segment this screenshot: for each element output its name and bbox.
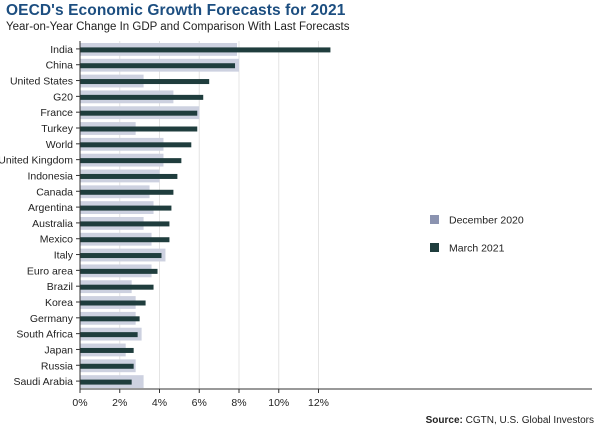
bar-march-2021 [80, 205, 172, 211]
category-label: Euro area [27, 265, 73, 277]
category-label: G20 [53, 91, 73, 103]
category-label: Japan [44, 344, 73, 356]
category-label: United States [10, 76, 73, 88]
bar-march-2021 [80, 94, 204, 100]
bar-march-2021 [80, 173, 178, 179]
bar-march-2021 [80, 363, 134, 369]
category-label: Italy [54, 250, 74, 262]
legend-swatch [430, 215, 439, 224]
chart-subtitle: Year-on-Year Change In GDP and Compariso… [6, 21, 350, 33]
bars [80, 43, 331, 388]
bar-march-2021 [80, 47, 331, 53]
source-note: Source: CGTN, U.S. Global Investors [426, 415, 594, 426]
x-tick-label: 10% [268, 397, 289, 409]
category-label: South Africa [16, 329, 73, 341]
bar-march-2021 [80, 237, 170, 243]
bar-march-2021 [80, 253, 162, 259]
category-label: India [50, 44, 73, 56]
category-label: Turkey [41, 123, 73, 135]
category-label: United Kingdom [0, 155, 73, 167]
legend: December 2020 March 2021 [430, 215, 524, 255]
bar-march-2021 [80, 110, 198, 116]
category-label: Germany [30, 313, 74, 325]
category-label: Indonesia [27, 170, 73, 182]
category-label: World [46, 139, 73, 151]
legend-swatch [430, 243, 439, 252]
bar-march-2021 [80, 221, 170, 227]
bar-march-2021 [80, 379, 132, 385]
x-tick-label: 8% [231, 397, 246, 409]
bar-march-2021 [80, 316, 140, 322]
bar-march-2021 [80, 142, 192, 148]
category-label: Saudi Arabia [13, 376, 73, 388]
bar-march-2021 [80, 300, 146, 306]
category-label: Brazil [47, 281, 73, 293]
bar-march-2021 [80, 63, 236, 69]
legend-label: December 2020 [449, 215, 524, 227]
category-label: Canada [36, 186, 73, 198]
bar-march-2021 [80, 158, 182, 164]
source-label: Source: [425, 415, 463, 426]
bar-march-2021 [80, 126, 198, 132]
bar-march-2021 [80, 189, 174, 195]
x-tick-label: 4% [152, 397, 167, 409]
bar-march-2021 [80, 332, 138, 338]
source-text: CGTN, U.S. Global Investors [465, 415, 594, 426]
category-label: France [40, 107, 73, 119]
bar-march-2021 [80, 347, 134, 353]
legend-label: March 2021 [449, 243, 505, 255]
bar-march-2021 [80, 284, 154, 290]
category-label: Russia [41, 360, 73, 372]
x-tick-label: 0% [72, 397, 87, 409]
category-label: Korea [45, 297, 73, 309]
x-tick-label: 12% [308, 397, 329, 409]
x-tick-label: 6% [192, 397, 207, 409]
bar-march-2021 [80, 268, 158, 274]
category-label: Mexico [40, 234, 73, 246]
axes: 0% 2% 4% 6% 8% 10% 12% India China United States G… [0, 41, 592, 409]
category-label: Argentina [28, 202, 73, 214]
chart-title: OECD's Economic Growth Forecasts for 202… [6, 2, 346, 19]
category-label: Australia [32, 218, 73, 230]
x-tick-label: 2% [112, 397, 127, 409]
category-label: China [46, 60, 74, 72]
bar-march-2021 [80, 79, 210, 85]
